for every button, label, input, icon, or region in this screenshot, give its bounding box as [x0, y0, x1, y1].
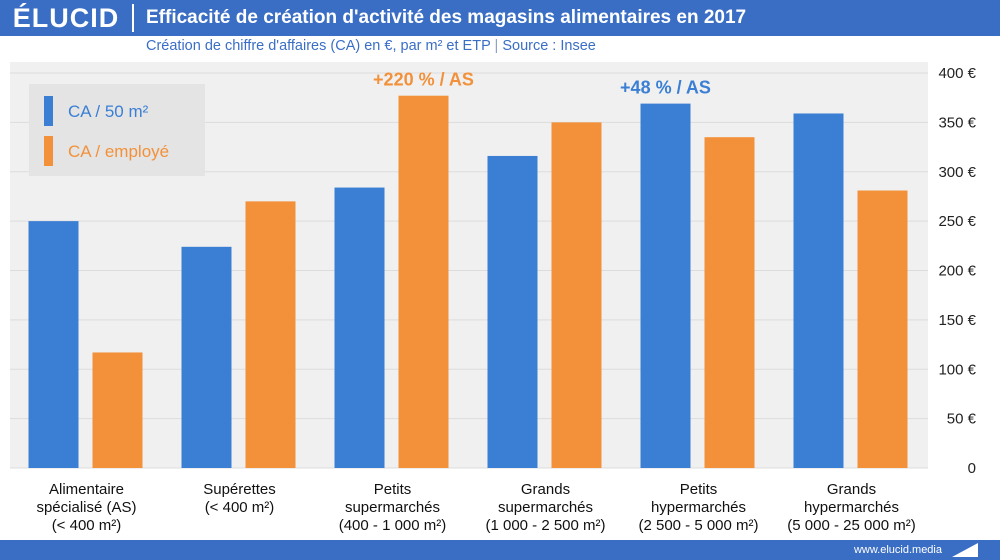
x-tick-label: Petits	[374, 481, 412, 498]
bar-ca-per-50m2	[487, 155, 538, 468]
y-tick-label: 0	[968, 460, 976, 477]
y-tick-label: 200 €	[938, 263, 976, 280]
x-tick-label: supermarchés	[345, 499, 440, 516]
legend-swatch	[44, 96, 53, 126]
logo: ÉLUCID	[12, 3, 120, 33]
bar-annotation: +48 % / AS	[620, 78, 711, 98]
x-tick-label: Supérettes	[203, 481, 276, 498]
y-tick-label: 250 €	[938, 213, 976, 230]
bar-ca-per-employee	[704, 137, 755, 468]
x-tick-label: hypermarchés	[651, 499, 746, 516]
x-tick-label: Grands	[827, 481, 876, 498]
footer-bar: www.elucid.media	[0, 540, 1000, 560]
legend: CA / 50 m² CA / employé	[29, 84, 205, 176]
x-tick-label: supermarchés	[498, 499, 593, 516]
x-tick-label: Petits	[680, 481, 718, 498]
bar-ca-per-50m2	[28, 221, 79, 468]
x-tick-label: (2 500 - 5 000 m²)	[638, 517, 758, 534]
subtitle-separator: |	[494, 38, 499, 54]
footer-url[interactable]: www.elucid.media	[853, 544, 942, 556]
logo-divider	[132, 4, 134, 32]
bar-ca-per-50m2	[640, 103, 691, 469]
brand-mark-icon	[952, 543, 978, 557]
bar-ca-per-50m2	[793, 113, 844, 469]
x-tick-label: hypermarchés	[804, 499, 899, 516]
legend-box	[29, 84, 205, 176]
x-tick-label: (400 - 1 000 m²)	[339, 517, 447, 534]
page-title: Efficacité de création d'activité des ma…	[146, 7, 747, 28]
bar-ca-per-50m2	[181, 246, 232, 468]
x-tick-label: (1 000 - 2 500 m²)	[485, 517, 605, 534]
bar-ca-per-employee	[857, 190, 908, 468]
bar-ca-per-50m2	[334, 187, 385, 469]
subtitle: Création de chiffre d'affaires (CA) en €…	[146, 38, 596, 54]
y-tick-label: 300 €	[938, 164, 976, 181]
header-bar: ÉLUCID Efficacité de création d'activité…	[0, 0, 1000, 36]
bar-ca-per-employee	[398, 95, 449, 469]
bar-annotation: +220 % / AS	[373, 70, 474, 90]
subtitle-source: Source : Insee	[502, 38, 596, 54]
x-tick-label: Grands	[521, 481, 570, 498]
bar-ca-per-employee	[245, 201, 296, 468]
legend-label: CA / 50 m²	[68, 102, 149, 121]
bar-ca-per-employee	[92, 352, 143, 468]
bar-chart: 0 50 € 100 € 150 € 200 € 250 € 300 € 350 € 400 €…	[10, 62, 977, 534]
y-tick-label: 50 €	[947, 411, 977, 428]
legend-label: CA / employé	[68, 142, 169, 161]
y-tick-label: 150 €	[938, 312, 976, 329]
x-tick-label: spécialisé (AS)	[36, 499, 136, 516]
x-tick-label: (5 000 - 25 000 m²)	[787, 517, 915, 534]
legend-swatch	[44, 136, 53, 166]
subtitle-text: Création de chiffre d'affaires (CA) en €…	[146, 38, 491, 54]
x-tick-label: (< 400 m²)	[205, 499, 275, 516]
x-tick-label: (< 400 m²)	[52, 517, 122, 534]
y-tick-label: 100 €	[938, 361, 976, 378]
x-tick-label: Alimentaire	[49, 481, 124, 498]
bar-ca-per-employee	[551, 122, 602, 468]
y-tick-label: 400 €	[938, 65, 976, 82]
y-tick-label: 350 €	[938, 114, 976, 131]
